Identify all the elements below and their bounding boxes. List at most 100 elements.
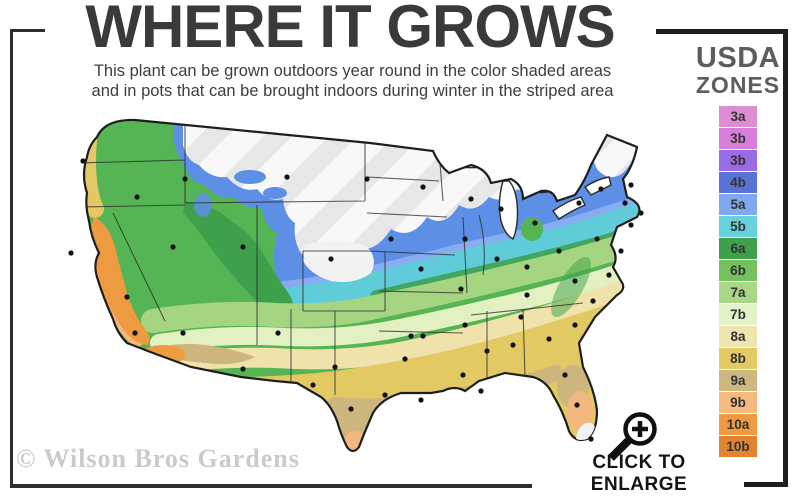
map-region-pnw-coastline-orange: [84, 131, 87, 199]
city-dot: [532, 220, 538, 226]
city-dot: [574, 402, 580, 408]
legend-zone-7b: 7b: [719, 304, 757, 325]
city-dot: [310, 382, 316, 388]
page-title: WHERE IT GROWS: [85, 0, 615, 60]
city-dot: [134, 194, 140, 200]
city-dot: [572, 322, 578, 328]
city-dot: [182, 176, 188, 182]
city-dot: [180, 330, 186, 336]
city-dots-layer: [68, 158, 644, 442]
lake-ontario: [583, 176, 612, 196]
state-borders: [84, 123, 584, 395]
city-dot: [332, 364, 338, 370]
map-region-zone5b-band: [272, 196, 640, 314]
map-region-zone9b-central-florida: [567, 391, 593, 431]
legend-zone-3b: 3b: [719, 150, 757, 171]
lake-huron: [524, 170, 554, 194]
subtitle-line-1: This plant can be grown outdoors year ro…: [93, 62, 612, 80]
legend-zone-7a: 7a: [719, 282, 757, 303]
city-dot: [418, 397, 424, 403]
frame-right-border: [783, 29, 788, 487]
city-dot: [524, 292, 530, 298]
city-dot: [524, 264, 530, 270]
city-dot: [418, 266, 424, 272]
city-dot: [124, 294, 130, 300]
city-dot: [606, 272, 612, 278]
usda-zones-legend: USDA ZONES 3a 3b 3b 4b 5a 5b 6a 6b 7a 7b 8a 8b 9a 9b 1…: [688, 44, 788, 458]
legend-zone-8a: 8a: [719, 326, 757, 347]
city-dot: [498, 206, 504, 212]
city-dot: [462, 236, 468, 242]
city-dot: [240, 244, 246, 250]
city-dot: [458, 286, 464, 292]
city-dot: [588, 436, 594, 442]
city-dot: [638, 210, 644, 216]
legend-zone-3b: 3b: [719, 128, 757, 149]
magnifying-glass-plus-icon[interactable]: [600, 406, 670, 468]
city-dot: [240, 366, 246, 372]
watermark: © Wilson Bros Gardens: [16, 444, 300, 473]
city-dot: [408, 333, 414, 339]
city-dot: [484, 348, 490, 354]
city-dot: [598, 186, 604, 192]
legend-zone-10a: 10a: [719, 414, 757, 435]
city-dot: [618, 248, 624, 254]
city-dot: [576, 200, 582, 206]
city-dot: [132, 330, 138, 336]
city-dot: [468, 196, 474, 202]
city-dot: [494, 256, 500, 262]
city-dot: [460, 372, 466, 378]
city-dot: [556, 248, 562, 254]
legend-zone-4b: 4b: [719, 172, 757, 193]
city-dot: [628, 222, 634, 228]
map-region-striped-new-england: [589, 123, 640, 178]
legend-zone-6b: 6b: [719, 260, 757, 281]
us-outline: [82, 118, 641, 453]
city-dot: [590, 298, 596, 304]
city-dot: [80, 158, 86, 164]
city-dot: [388, 236, 394, 242]
map-region-zone7a-band: [141, 229, 640, 333]
legend-zone-8b: 8b: [719, 348, 757, 369]
subtitle-line-2: and in pots that can be brought indoors …: [91, 81, 614, 100]
city-dot: [382, 392, 388, 398]
legend-title-usda: USDA: [695, 42, 781, 74]
city-dot: [284, 174, 290, 180]
frame-bottom-left-segment: [10, 484, 532, 488]
city-dot: [478, 388, 484, 394]
city-dot: [462, 322, 468, 328]
map-region-michigan-green: [521, 217, 543, 241]
map-region-zone10-california-valley: [91, 217, 150, 345]
city-dot: [170, 244, 176, 250]
map-region-blue-patch-idaho: [194, 193, 212, 217]
frame-top-left-segment: [10, 29, 45, 32]
city-dot: [420, 333, 426, 339]
city-dot: [420, 184, 426, 190]
legend-zone-list: 3a 3b 3b 4b 5a 5b 6a 6b 7a 7b 8a 8b 9a 9b 10a 10b: [719, 106, 757, 457]
city-dot: [510, 342, 516, 348]
city-dot: [628, 182, 634, 188]
legend-zone-5a: 5a: [719, 194, 757, 215]
map-region-blue-patch-montana2: [263, 187, 287, 199]
city-dot: [572, 278, 578, 284]
city-dot: [348, 406, 354, 412]
subtitle: This plant can be grown outdoors year ro…: [30, 62, 675, 101]
map-region-zone6a-rockies: [183, 201, 295, 318]
frame-left-border: [10, 29, 13, 487]
city-dot: [622, 200, 628, 206]
usda-zone-map[interactable]: [35, 105, 665, 470]
legend-zone-10b: 10b: [719, 436, 757, 457]
map-region-zone8a-band: [157, 271, 640, 373]
legend-title-zones: ZONES: [695, 72, 781, 98]
frame-bottom-right-segment: [744, 482, 788, 487]
city-dot: [364, 176, 370, 182]
frame-top-right-segment: [656, 29, 788, 34]
click-to-enlarge-button[interactable]: CLICK TO ENLARGE: [590, 452, 688, 495]
legend-zone-3a: 3a: [719, 106, 757, 127]
legend-zone-9b: 9b: [719, 392, 757, 413]
map-region-appalachia: [551, 256, 591, 318]
city-dot: [546, 336, 552, 342]
legend-zone-5b: 5b: [719, 216, 757, 237]
city-dot: [68, 250, 74, 256]
